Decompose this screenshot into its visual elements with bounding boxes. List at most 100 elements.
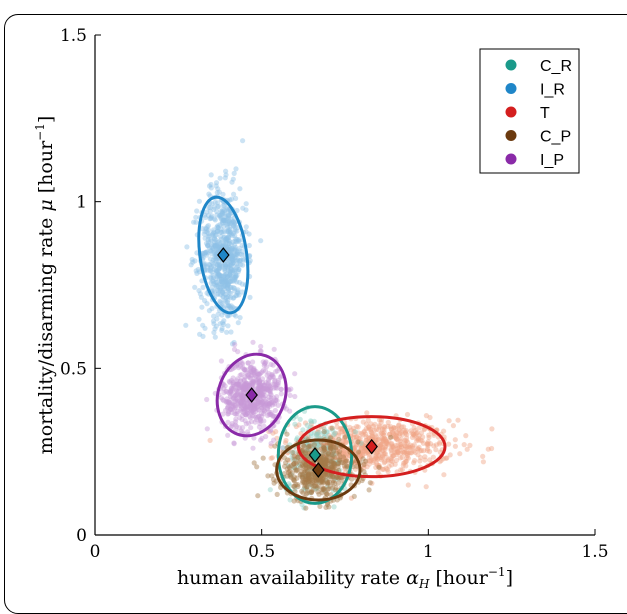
y-axis-label-text: mortality/disarming rate <box>35 212 57 455</box>
scatter-point <box>244 201 249 206</box>
scatter-point <box>192 285 197 290</box>
scatter-point <box>223 243 228 248</box>
scatter-point <box>371 460 376 465</box>
scatter-point <box>462 442 467 447</box>
scatter-point <box>301 444 306 449</box>
scatter-point <box>218 229 223 234</box>
scatter-point <box>366 418 371 423</box>
x-tick-label: 1.5 <box>581 542 608 562</box>
scatter-point <box>247 231 252 236</box>
scatter-point <box>269 392 274 397</box>
scatter-point <box>230 407 235 412</box>
scatter-point <box>213 217 218 222</box>
scatter-point <box>249 369 254 374</box>
scatter-point <box>288 386 293 391</box>
scatter-point <box>292 454 297 459</box>
scatter-point <box>254 378 259 383</box>
x-axis-label-subscript: H <box>418 577 430 591</box>
scatter-point <box>292 371 297 376</box>
scatter-point <box>232 288 237 293</box>
scatter-point <box>274 398 279 403</box>
scatter-point <box>237 425 242 430</box>
scatter-point <box>212 236 217 241</box>
scatter-point <box>363 434 368 439</box>
scatter-point <box>291 461 296 466</box>
y-axis-label-exponent: −1 <box>33 123 47 141</box>
scatter-point <box>463 433 468 438</box>
scatter-point <box>427 415 432 420</box>
scatter-point <box>267 401 272 406</box>
scatter-point <box>355 439 360 444</box>
legend-marker <box>506 154 517 165</box>
scatter-point <box>196 317 201 322</box>
scatter-point <box>294 476 299 481</box>
scatter-point <box>214 180 219 185</box>
scatter-point <box>332 504 337 509</box>
scatter-point <box>272 347 277 352</box>
scatter-point <box>209 213 214 218</box>
scatter-point <box>284 406 289 411</box>
scatter-point <box>303 483 308 488</box>
scatter-point <box>257 390 262 395</box>
x-axis-label: human availability rate αH [hour−1] <box>177 565 513 591</box>
scatter-point <box>287 464 292 469</box>
scatter-point <box>314 434 319 439</box>
scatter-point <box>240 138 245 143</box>
scatter-point <box>380 441 385 446</box>
y-tick-label: 0.5 <box>60 359 87 379</box>
scatter-point <box>240 409 245 414</box>
scatter-point <box>215 288 220 293</box>
data-points <box>183 138 494 511</box>
scatter-point <box>251 410 256 415</box>
points-i-r <box>183 138 263 346</box>
y-axis-label-symbol: μ <box>35 199 57 211</box>
scatter-point <box>416 445 421 450</box>
legend-marker <box>506 83 517 94</box>
scatter-point <box>240 282 245 287</box>
scatter-point <box>234 388 239 393</box>
scatter-point <box>381 448 386 453</box>
scatter-point <box>383 437 388 442</box>
scatter-point <box>336 464 341 469</box>
scatter-point <box>226 238 231 243</box>
scatter-point <box>427 449 432 454</box>
scatter-point <box>203 215 208 220</box>
scatter-point <box>394 433 399 438</box>
scatter-point <box>268 362 273 367</box>
scatter-point <box>291 484 296 489</box>
scatter-point <box>240 206 245 211</box>
scatter-point <box>330 426 335 431</box>
scatter-point <box>206 192 211 197</box>
scatter-point <box>206 239 211 244</box>
scatter-point <box>268 487 273 492</box>
scatter-point <box>404 455 409 460</box>
scatter-point <box>247 375 252 380</box>
x-tick-label: 0.5 <box>248 542 275 562</box>
scatter-point <box>386 459 391 464</box>
scatter-point <box>411 460 416 465</box>
legend-label: C_P <box>540 129 571 146</box>
scatter-point <box>373 437 378 442</box>
scatter-point <box>207 233 212 238</box>
scatter-point <box>371 424 376 429</box>
x-axis-label-close: ] <box>506 567 513 589</box>
scatter-point <box>356 449 361 454</box>
scatter-point <box>223 268 228 273</box>
scatter-point <box>211 321 216 326</box>
scatter-point <box>388 435 393 440</box>
scatter-point <box>226 228 231 233</box>
scatter-point <box>223 169 228 174</box>
scatter-point <box>240 393 245 398</box>
scatter-point <box>208 266 213 271</box>
scatter-point <box>451 423 456 428</box>
scatter-point <box>354 434 359 439</box>
scatter-point <box>242 385 247 390</box>
scatter-point <box>244 224 249 229</box>
scatter-point <box>324 453 329 458</box>
scatter-point <box>368 480 373 485</box>
scatter-point <box>410 444 415 449</box>
legend-label: T <box>540 105 550 122</box>
scatter-point <box>245 429 250 434</box>
scatter-point <box>220 220 225 225</box>
scatter-point <box>236 267 241 272</box>
